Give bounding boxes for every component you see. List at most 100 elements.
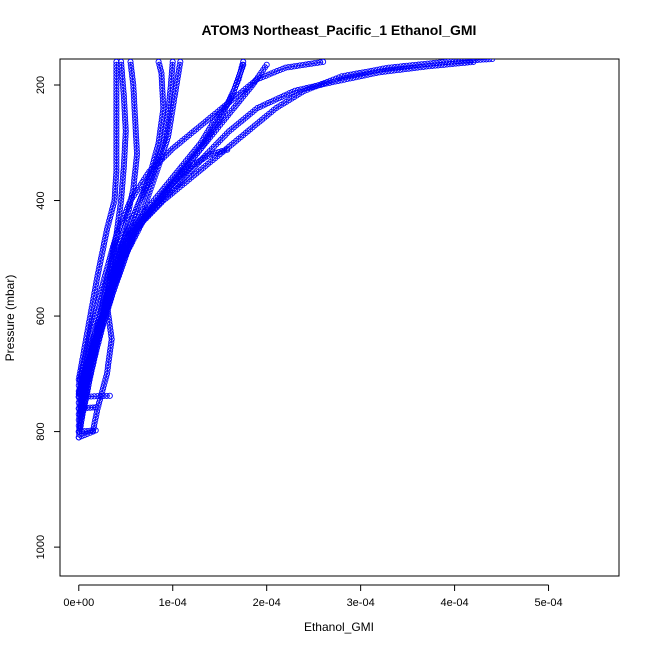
data-point [130,90,137,97]
data-point [119,174,126,181]
data-point [341,76,348,83]
data-point [187,167,194,174]
data-point [131,99,138,106]
data-point [119,79,126,86]
data-point [349,74,357,81]
data-point [130,211,138,219]
data-point [112,180,119,187]
data-point [370,70,377,77]
data-point [131,177,138,184]
profile-line [78,61,324,386]
data-point [233,79,240,86]
data-point [130,180,137,187]
data-point [157,148,164,155]
data-point [99,246,106,253]
data-point [102,235,109,242]
data-point [166,99,173,106]
y-tick-label: 800 [35,422,47,440]
data-point [393,67,401,74]
data-point [111,197,118,204]
data-point [119,76,126,83]
data-point [173,79,181,86]
data-point [103,373,110,380]
data-point [105,315,112,322]
data-point [113,110,120,117]
data-point [159,142,166,149]
data-point [75,393,82,400]
data-point [126,200,133,207]
data-point [120,90,127,97]
data-point [120,96,128,103]
data-point [102,272,109,279]
data-point [110,249,118,256]
data-point [320,81,327,88]
data-point [113,128,120,135]
data-point [166,96,173,103]
data-point [112,185,119,193]
data-point [89,298,96,305]
data-point [126,223,133,230]
data-point [75,434,82,441]
data-point [291,87,298,94]
data-point [113,99,120,106]
data-point [385,68,392,75]
data-point [75,388,82,395]
data-point [449,60,456,67]
data-point [414,64,421,71]
data-point [83,336,90,343]
data-point [169,64,176,71]
data-point [130,81,137,89]
data-point [152,162,159,169]
data-point [91,313,98,320]
data-point [121,235,128,242]
data-point [263,61,270,68]
data-point [104,307,111,314]
data-point [159,155,166,163]
data-point [103,226,111,233]
data-point [379,68,386,75]
data-point [81,428,88,435]
data-point [105,356,112,363]
data-point [113,64,120,71]
data-point [92,414,99,421]
data-point [118,59,125,65]
data-point [296,62,303,69]
data-point [408,65,415,72]
data-point [87,310,94,317]
data-point [107,341,114,348]
data-point [314,82,322,89]
data-point [435,62,442,69]
data-point [107,330,114,337]
data-point [128,64,135,71]
data-point [129,214,136,221]
data-point [113,142,120,149]
data-point [106,217,113,224]
data-point [477,59,484,63]
data-point [461,59,468,66]
data-point [122,122,129,129]
x-tick-label: 4e-04 [441,597,469,609]
data-point [121,107,128,115]
data-point [106,392,113,399]
data-point [109,203,117,210]
data-point [169,107,176,115]
data-point [122,133,129,141]
data-point [158,76,165,83]
data-point [329,79,336,86]
data-point [92,327,99,334]
data-point [402,65,409,73]
data-point [303,85,310,92]
data-point [116,223,123,230]
data-point [175,70,182,77]
data-point [104,364,111,372]
data-point [113,145,120,152]
data-point [458,59,465,67]
data-point [82,341,89,348]
data-point [142,200,149,207]
data-point [122,139,129,146]
data-point [113,125,120,132]
data-point [120,87,127,94]
data-point [105,289,112,296]
data-point [116,206,123,213]
data-point [92,404,99,411]
